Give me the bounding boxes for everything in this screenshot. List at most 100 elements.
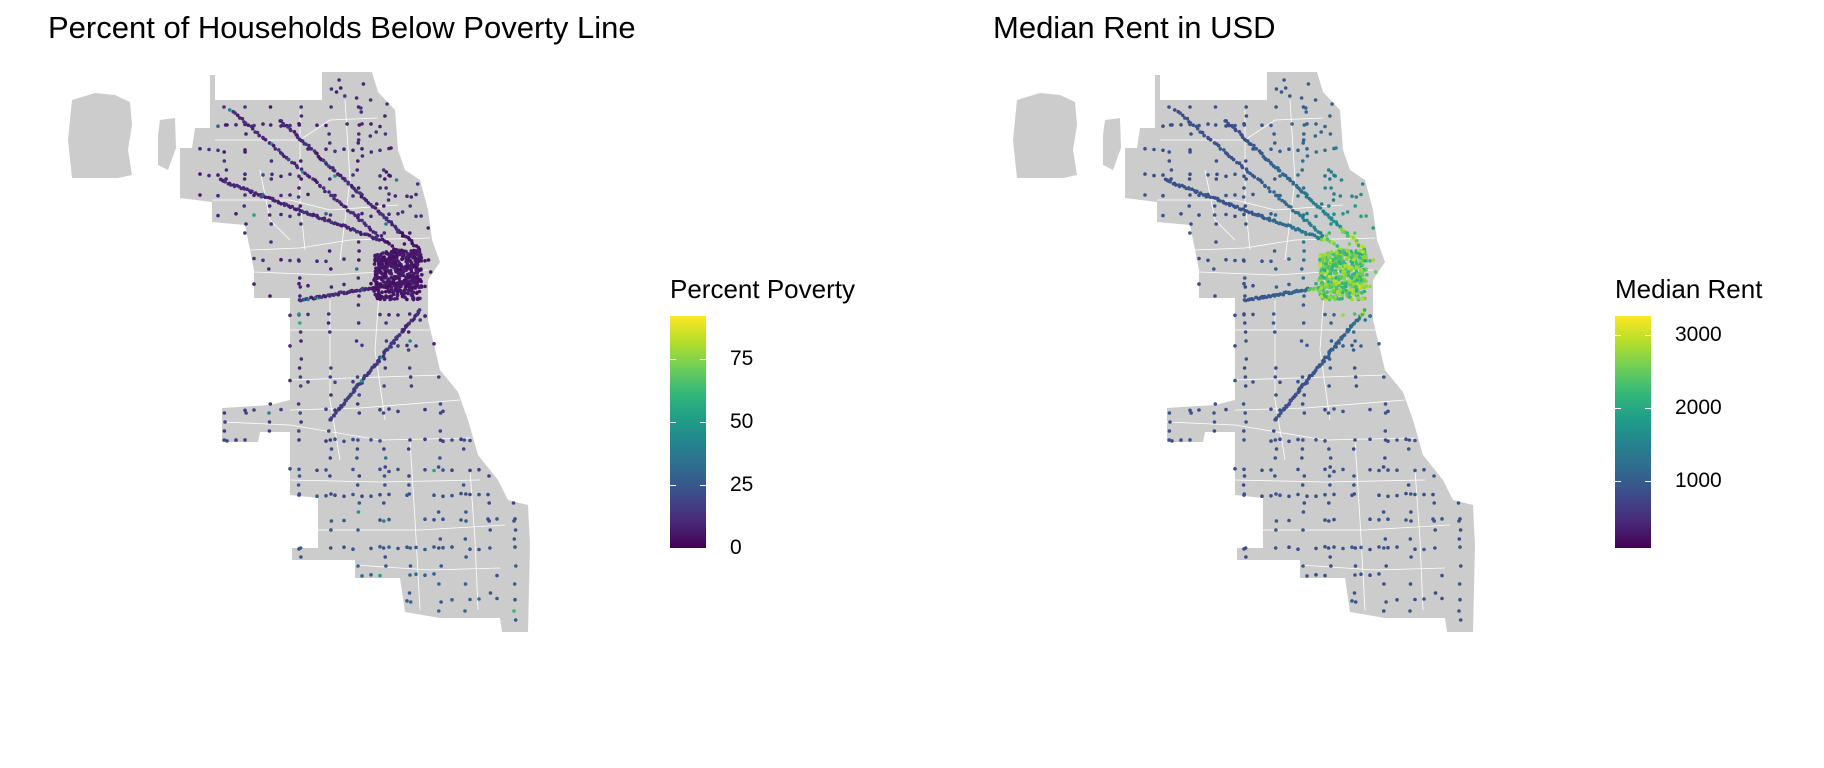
map-point: [1252, 175, 1257, 179]
map-point: [378, 573, 382, 578]
map-point: [380, 258, 384, 263]
map-point: [1326, 411, 1331, 415]
rent-map-title: Median Rent in USD: [993, 10, 1276, 45]
map-point: [369, 122, 373, 126]
map-point: [357, 411, 362, 415]
map-point: [1345, 210, 1350, 214]
map-point: [1327, 519, 1331, 523]
map-point: [1274, 105, 1278, 109]
map-point: [344, 205, 348, 209]
map-point: [1296, 211, 1300, 215]
map-point: [1319, 286, 1324, 290]
map-point: [369, 546, 373, 551]
map-point: [382, 501, 386, 505]
map-point: [222, 150, 226, 154]
map-point: [437, 546, 441, 550]
map-point: [359, 110, 364, 114]
map-point: [406, 348, 411, 352]
map-point: [222, 105, 226, 109]
map-point: [273, 199, 277, 203]
map-point: [382, 274, 387, 279]
map-point: [461, 483, 466, 487]
map-point: [396, 344, 400, 348]
map-point: [1322, 293, 1327, 297]
boundary-line: [1160, 117, 1324, 141]
rent-legend-title: Median Rent: [1615, 274, 1763, 304]
poverty-legend-title: Percent Poverty: [670, 274, 855, 304]
map-point: [1271, 312, 1276, 316]
map-point: [297, 492, 302, 496]
map-point: [1353, 600, 1358, 604]
map-point: [373, 206, 378, 210]
map-point: [375, 271, 380, 275]
map-point: [414, 214, 418, 219]
map-point: [368, 134, 373, 138]
map-point: [1274, 393, 1278, 397]
map-point: [415, 290, 419, 295]
map-point: [1143, 172, 1147, 176]
map-point: [1334, 286, 1339, 290]
map-point: [464, 555, 468, 559]
boundary-line: [409, 439, 421, 611]
map-point: [1273, 375, 1278, 379]
map-point: [332, 197, 336, 201]
map-point: [357, 249, 361, 253]
map-point: [1242, 366, 1247, 370]
map-point: [356, 215, 360, 220]
map-point: [412, 243, 416, 248]
map-point: [1287, 401, 1292, 406]
map-point: [330, 193, 335, 198]
map-point: [387, 241, 391, 246]
map-point: [1351, 282, 1356, 286]
map-point: [1290, 122, 1294, 126]
map-point: [1377, 545, 1381, 549]
map-point: [1227, 123, 1231, 128]
map-point: [384, 250, 389, 254]
map-point: [398, 263, 402, 268]
map-point: [400, 210, 405, 214]
map-point: [338, 173, 343, 178]
map-point: [1273, 141, 1277, 145]
map-point: [1327, 255, 1331, 260]
map-point: [1354, 250, 1359, 255]
map-point: [372, 262, 377, 266]
city-outline: [1125, 72, 1475, 632]
map-point: [1360, 290, 1364, 295]
map-point: [279, 257, 283, 262]
map-point: [198, 172, 202, 176]
map-point: [428, 270, 433, 274]
map-point: [1323, 518, 1327, 522]
map-point: [1329, 250, 1334, 254]
map-point: [299, 420, 303, 424]
map-point: [299, 167, 304, 171]
outlying-area: [158, 118, 176, 170]
map-point: [1352, 474, 1356, 478]
map-point: [369, 494, 373, 499]
map-point: [513, 618, 518, 622]
map-point: [1188, 121, 1193, 125]
map-point: [1274, 285, 1279, 289]
map-point: [1260, 180, 1264, 185]
map-point: [384, 339, 389, 343]
map-point: [354, 339, 359, 343]
map-point: [1302, 501, 1307, 505]
map-point: [1251, 192, 1255, 197]
map-point: [1188, 105, 1192, 109]
map-point: [1359, 572, 1363, 576]
map-point: [1440, 517, 1444, 521]
map-point: [1354, 269, 1359, 274]
map-point: [1206, 122, 1210, 126]
map-point: [408, 204, 413, 208]
map-point: [361, 82, 366, 86]
map-point: [216, 173, 220, 177]
map-point: [1357, 317, 1361, 321]
map-point: [1352, 312, 1357, 316]
map-point: [342, 257, 346, 261]
map-point: [414, 192, 418, 197]
map-point: [243, 105, 247, 109]
map-point: [378, 544, 382, 549]
map-point: [1346, 270, 1351, 274]
map-point: [368, 98, 373, 102]
map-point: [1188, 231, 1192, 235]
map-point: [1233, 214, 1237, 219]
